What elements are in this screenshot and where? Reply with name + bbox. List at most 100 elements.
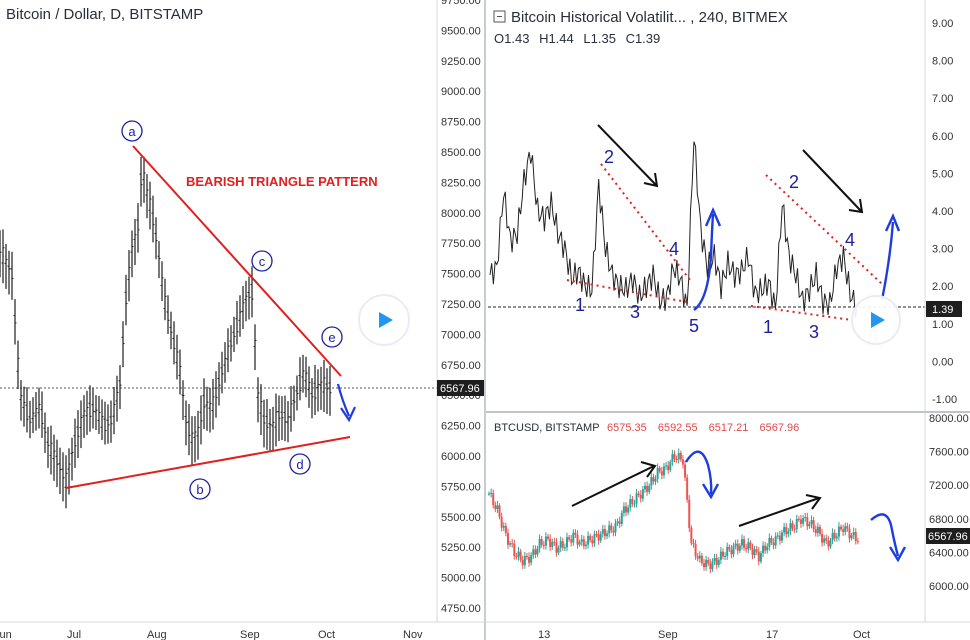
left-y-tick: 5750.00 [441,481,481,493]
candle-body [616,521,619,524]
candle-body [488,493,490,495]
candle-body [608,525,611,534]
candle-body [734,543,737,546]
vol-wave1-4: 4 [669,239,679,259]
btc-up-arrow-2 [738,494,822,527]
candle-body [606,533,609,537]
wave-b-marker: b [189,478,211,500]
candle-body [610,525,613,531]
candle-body [700,555,703,564]
wave-a-label: a [128,124,136,139]
candle-body [612,530,615,533]
candle-body [789,523,792,532]
volatility-y-tick: 4.00 [932,206,953,218]
candle-body [641,489,644,499]
btcusd-price-tag [926,528,970,544]
right-play-button[interactable] [851,295,901,345]
candle-body [810,520,813,525]
volatility-chart: 1 2 3 4 5 1 2 3 4 5 [488,9,925,347]
left-x-tick-nov: Nov [403,629,423,640]
vol-wave1-2: 2 [604,147,614,167]
volatility-price-scale: 9.00 8.00 7.00 6.00 5.00 4.00 3.00 2.00 1.00 0.00… [924,0,962,412]
wave-b-label: b [196,482,203,497]
candle-body [530,555,533,563]
candle-body [852,532,855,536]
wave-e-label: e [328,330,335,345]
candle-body [669,461,672,471]
candle-body [690,527,693,544]
vol-dotted-upper-1 [600,163,691,281]
candle-body [625,506,628,513]
candle-body [688,499,691,528]
candle-body [506,533,509,545]
candle-body [599,533,602,541]
candle-body [496,505,499,509]
candle-body [821,533,824,543]
candle-body [515,556,518,558]
candle-body [726,546,729,557]
play-icon [379,312,393,328]
triangle-lower-line [65,436,351,489]
left-play-button[interactable] [358,294,410,346]
right-time-scale: 13 Sep 17 Oct [486,621,970,640]
vol-wave1-3: 3 [630,302,640,322]
btcusd-y-tick: 7200.00 [929,480,969,492]
candle-body [837,526,840,537]
left-y-tick: 5250.00 [441,542,481,554]
left-y-tick: 8750.00 [441,117,481,129]
btcusd-price-scale: 8000.00 7600.00 7200.00 6800.00 6400.00 6000.… [924,412,970,622]
candle-body [823,538,826,543]
volatility-price-tag-text: 1.39 [932,304,953,316]
candle-body [850,535,853,539]
candle-body [553,541,556,543]
candle-body [576,534,579,545]
left-time-scale: Jun Jul Aug Sep Oct Nov [0,621,484,640]
candle-body [662,466,665,476]
left-y-tick: 9750.00 [441,0,481,7]
left-y-tick: 7250.00 [441,299,481,311]
candle-body [549,538,552,547]
candle-body [818,526,821,534]
candle-body [783,527,786,533]
candle-body [791,523,794,529]
left-y-tick: 8500.00 [441,147,481,159]
volatility-y-tick: -1.00 [932,394,957,406]
left-price-scale: 9750.00 9500.00 9250.00 9000.00 8750.00 8500.… [436,0,484,622]
volatility-y-tick: 1.00 [932,319,953,331]
candle-body [768,538,771,547]
candle-body [587,535,590,545]
candle-body [787,531,790,535]
left-y-tick: 6750.00 [441,360,481,372]
candle-body [848,528,851,539]
vol-wave2-1: 1 [763,317,773,337]
left-y-tick: 6250.00 [441,421,481,433]
candle-body [565,537,568,548]
candle-body [747,542,750,550]
candle-body [740,539,743,546]
candle-body [677,452,680,460]
left-chart: BEARISH TRIANGLE PATTERN a b c d e [0,6,437,509]
btcusd-candles [488,448,859,574]
candle-body [656,467,659,479]
candle-body [785,527,788,535]
candle-body [671,454,674,462]
left-y-tick: 7000.00 [441,329,481,341]
candle-body [635,493,638,504]
candle-body [492,493,495,506]
wave-c-marker: c [251,250,273,272]
triangle-upper-line [132,145,342,377]
candle-body [629,499,632,508]
volatility-line [489,141,858,318]
candle-body [538,538,541,549]
candle-body [665,465,668,467]
candle-body [494,505,497,509]
candle-body [759,553,762,562]
pattern-label: BEARISH TRIANGLE PATTERN [186,174,378,189]
candle-body [580,539,583,542]
candle-body [622,506,625,514]
left-x-tick-oct: Oct [318,629,335,640]
vol-down-arrow-1 [597,124,659,188]
candle-body [696,556,699,559]
volatility-y-tick: 9.00 [932,18,953,30]
left-x-tick-jun: Jun [0,629,12,640]
